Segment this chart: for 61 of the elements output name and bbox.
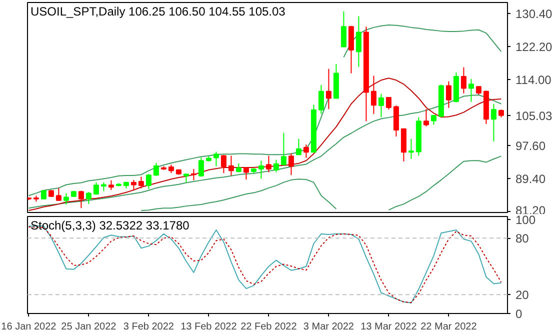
candlestick: [370, 75, 376, 114]
x-tick-label: 16 Jan 2022: [1, 322, 57, 332]
candlestick: [280, 132, 286, 166]
y-tick-label: 20: [516, 288, 530, 302]
candlestick: [400, 128, 406, 162]
candlestick: [78, 190, 84, 209]
x-tick-label: 25 Jan 2022: [61, 322, 117, 332]
y-tick-label: 89.40: [516, 172, 546, 186]
candlestick: [296, 138, 302, 156]
candlestick: [108, 180, 114, 190]
candlestick: [356, 16, 362, 68]
candlestick: [386, 96, 392, 110]
x-tick-label: 13 Feb 2022: [180, 322, 238, 332]
candlestick: [258, 160, 264, 180]
candlestick: [228, 155, 234, 176]
y-tick-label: 105.03: [516, 108, 553, 123]
x-tick-label: 3 Mar 2022: [303, 322, 354, 332]
candlestick: [393, 104, 399, 137]
candlestick: [86, 191, 92, 205]
y-tick-label: 114.00: [516, 72, 552, 87]
candlestick: [288, 152, 294, 176]
candlestick: [190, 168, 196, 181]
candlestick: [318, 84, 324, 114]
candlestick: [213, 151, 219, 167]
candlestick: [430, 114, 436, 126]
candlestick: [243, 166, 249, 180]
candlestick: [378, 93, 384, 118]
candlestick: [326, 68, 332, 110]
candlestick: [40, 189, 46, 200]
y-tick-label: 130.40: [516, 6, 553, 21]
candlestick: [146, 173, 152, 190]
candlestick: [468, 78, 474, 102]
x-tick-label: 3 Feb 2022: [123, 322, 174, 332]
x-tick-label: 22 Feb 2022: [240, 322, 298, 332]
x-tick-label: 22 Mar 2022: [420, 322, 478, 332]
candlestick: [220, 154, 226, 174]
candlestick: [153, 162, 159, 176]
chart-title: USOIL_SPT,Daily 106.25 106.50 104.55 105.03: [30, 4, 286, 18]
candlestick: [198, 156, 204, 178]
chart-title: Stoch(5,3,3) 32.5322 33.1780: [30, 218, 190, 232]
candlestick: [460, 66, 466, 94]
y-tick-label: 97.60: [516, 138, 546, 153]
y-tick-label: 0: [516, 307, 522, 321]
x-tick-label: 13 Mar 2022: [360, 322, 418, 332]
candlestick: [348, 25, 354, 74]
candlestick: [273, 159, 279, 173]
y-tick-label: 100: [516, 212, 536, 227]
y-tick-label: 122.20: [516, 40, 553, 54]
candlestick: [408, 138, 414, 160]
candlestick: [130, 179, 136, 190]
candlestick: [490, 103, 496, 142]
candlestick: [63, 192, 69, 205]
candlestick: [266, 155, 272, 173]
candlestick: [56, 187, 62, 202]
candlestick: [303, 144, 309, 158]
candlestick: [423, 108, 429, 127]
candlestick: [138, 176, 144, 189]
candlestick: [93, 182, 99, 196]
candlestick: [340, 10, 346, 48]
y-tick-label: 80: [516, 232, 530, 246]
candlestick: [446, 80, 452, 108]
